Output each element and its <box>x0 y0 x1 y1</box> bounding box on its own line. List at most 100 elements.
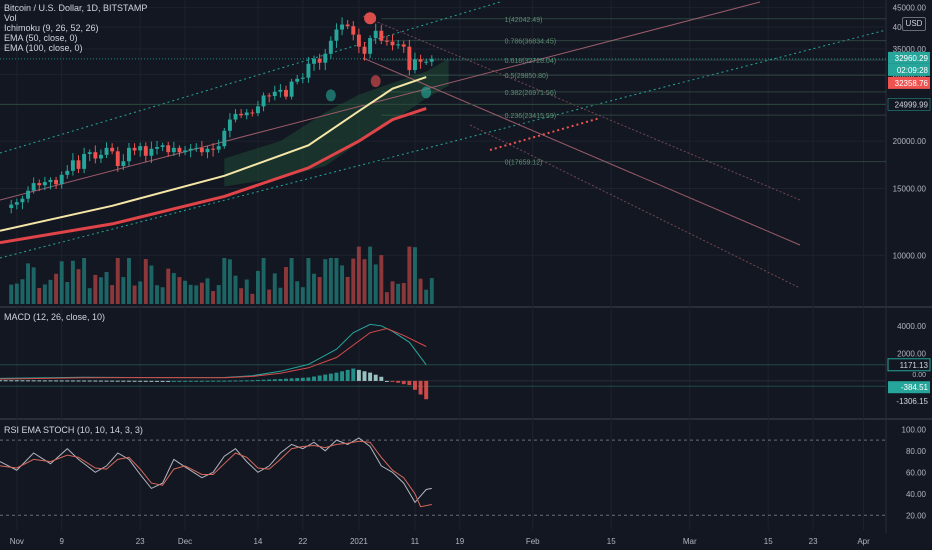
macd-histogram-bar <box>401 380 406 385</box>
main-legend: Bitcoin / U.S. Dollar, 1D, BITSTAMP Vol … <box>4 3 147 53</box>
volume-bar <box>250 293 255 304</box>
macd-histogram-bar <box>138 380 143 382</box>
candle-body <box>199 147 204 153</box>
macd-histogram-bar <box>14 380 19 382</box>
candle-body <box>284 89 288 97</box>
ema-lines <box>0 76 427 245</box>
candle-body <box>345 24 350 27</box>
volume-bar <box>295 281 300 304</box>
volume-bar <box>373 264 378 304</box>
candle-body <box>396 44 401 46</box>
macd-histogram-bar <box>110 380 115 382</box>
candle-body <box>306 63 311 78</box>
macd-histogram-bar <box>188 380 193 382</box>
macd-histogram-bar <box>284 378 288 381</box>
volume-bar <box>65 282 70 304</box>
last-price-badge: 32960.29 <box>895 54 929 63</box>
candle-body <box>132 147 137 151</box>
volume-bar <box>306 258 311 304</box>
macd-histogram-bar <box>54 380 59 382</box>
candle-body <box>216 146 221 150</box>
candle-body <box>239 113 244 116</box>
legend-symbol[interactable]: Bitcoin / U.S. Dollar, 1D, BITSTAMP <box>4 3 148 13</box>
volume-bar <box>390 281 395 304</box>
candle-body <box>379 30 384 41</box>
volume-bar <box>407 246 412 304</box>
price-tick-label: 35000.00 <box>893 45 927 54</box>
candle-body <box>183 150 188 153</box>
signal-dot-marker <box>370 75 381 88</box>
legend-volume[interactable]: Vol <box>4 13 17 23</box>
price-tick-label: 45000.00 <box>893 4 927 13</box>
rsi-tick-label: 100.00 <box>902 425 927 434</box>
macd-histogram-bar <box>368 372 373 381</box>
volume-bar <box>284 267 288 304</box>
candle-body <box>334 29 339 41</box>
candle-body <box>407 46 412 71</box>
legend-ema100[interactable]: EMA (100, close, 0) <box>4 43 83 53</box>
volume-bar <box>98 277 103 304</box>
time-tick-label: Mar <box>683 537 697 546</box>
candle-body <box>127 147 131 162</box>
macd-histogram-bar <box>317 375 322 381</box>
candle-body <box>384 40 389 42</box>
macd-histogram-bar <box>65 380 70 382</box>
candle-body <box>390 41 395 46</box>
macd-histogram-bar <box>177 380 182 382</box>
time-tick-label: 23 <box>136 537 145 546</box>
macd-value-label: 1171.13 <box>900 361 929 370</box>
candle-body <box>149 148 154 156</box>
volume-bar <box>93 274 98 304</box>
candle-body <box>233 113 238 120</box>
price-badge-red-bg <box>888 76 930 89</box>
volume-bar <box>340 265 345 304</box>
time-axis[interactable]: Nov 9 23 Dec 14 22 2021 11 19 Feb 15 Mar 15 23 Apr <box>10 537 870 546</box>
time-tick-label: 2021 <box>350 537 368 546</box>
candle-body <box>289 81 294 97</box>
volume-bar <box>9 284 14 304</box>
volume-bar <box>166 268 171 304</box>
candle-body <box>171 147 176 153</box>
legend-ichimoku[interactable]: Ichimoku (9, 26, 52, 26) <box>4 23 99 33</box>
price-axis[interactable]: 10000.0015000.0020000.0025000.0030000.00… <box>887 4 931 521</box>
macd-histogram-bar <box>149 380 154 382</box>
candle-body <box>278 89 283 92</box>
macd-hist-label: -1306.15 <box>896 397 928 406</box>
rsi-tick-label: 20.00 <box>906 511 927 520</box>
volume-bar <box>121 277 126 304</box>
candle-body <box>323 53 328 63</box>
currency-badge[interactable]: USD <box>902 17 926 31</box>
volume-bar <box>368 246 373 304</box>
volume-bar <box>233 275 238 304</box>
macd-histogram-bar <box>312 376 316 381</box>
macd-histogram-bar <box>70 380 75 382</box>
candle-body <box>261 95 266 107</box>
macd-histogram-bar <box>87 380 92 382</box>
candle-body <box>424 61 429 63</box>
macd-histogram-bar <box>37 380 42 382</box>
candle-body <box>87 152 92 154</box>
candle-body <box>227 119 232 131</box>
projection-dotted <box>489 117 601 151</box>
macd-legend[interactable]: MACD (12, 26, close, 10) <box>4 312 106 322</box>
candle-body <box>110 147 115 152</box>
macd-tick-label: 2000.00 <box>897 349 926 358</box>
legend-ema50[interactable]: EMA (50, close, 0) <box>4 33 78 43</box>
volume-bar <box>255 270 260 304</box>
macd-pane <box>0 323 886 400</box>
volume-bar <box>20 279 25 304</box>
candle-body <box>272 91 277 97</box>
macd-histogram-bar <box>76 380 81 382</box>
macd-tick-label: 4000.00 <box>897 322 926 331</box>
rsi-legend[interactable]: RSI EMA STOCH (10, 10, 14, 3, 3) <box>4 425 143 435</box>
macd-value-frame <box>887 358 931 372</box>
candle-body <box>222 130 227 147</box>
macd-histogram-bar <box>132 380 137 382</box>
macd-histogram-bar <box>20 380 25 382</box>
macd-histogram-bar <box>306 377 311 381</box>
volume-bar <box>261 258 266 304</box>
candle-body <box>255 106 260 114</box>
volume-bar <box>110 285 115 304</box>
rsi-pane <box>0 437 886 516</box>
